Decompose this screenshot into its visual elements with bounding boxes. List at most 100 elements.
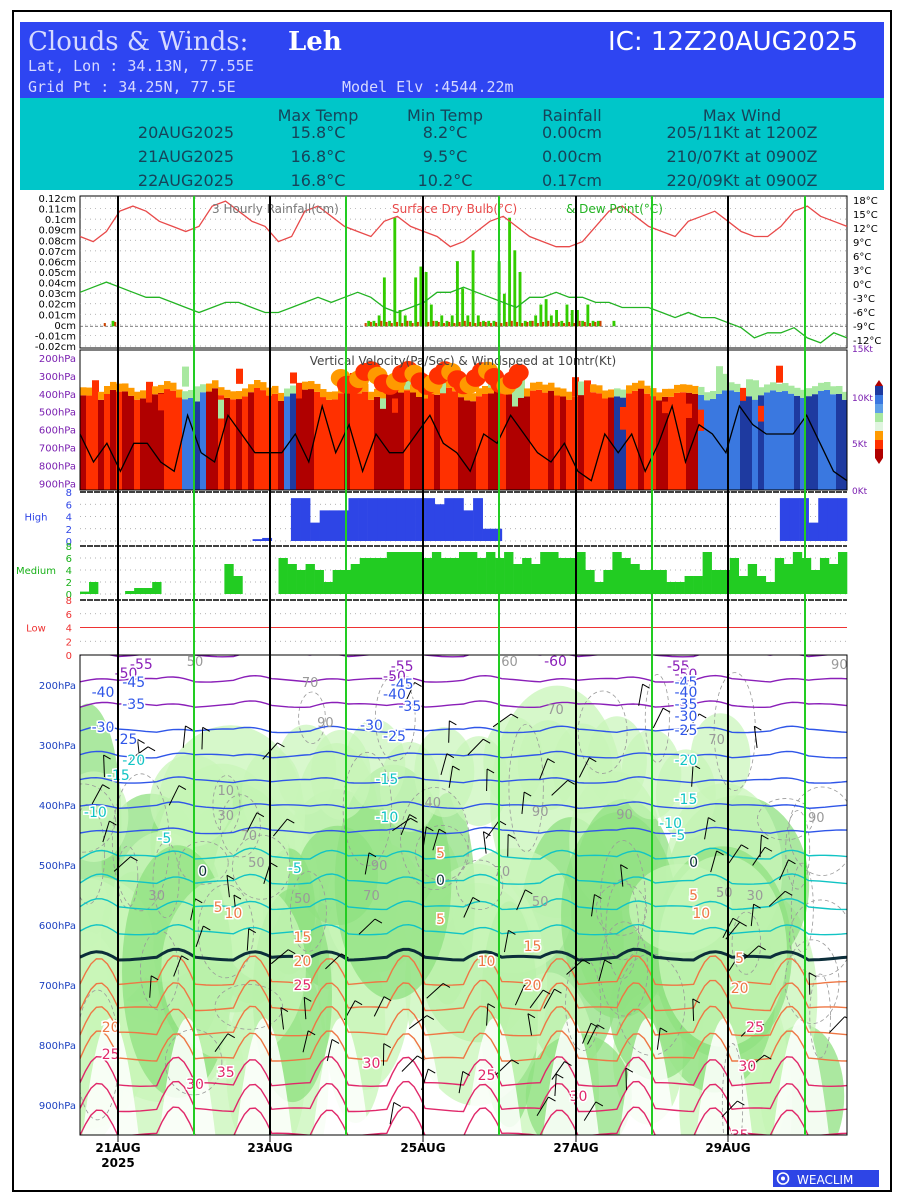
vv-cell-edge xyxy=(530,382,537,391)
cloud-bar xyxy=(827,498,838,541)
rain-secondary-bar xyxy=(401,323,404,327)
wind-barb-flag xyxy=(331,1039,340,1044)
vv-cell xyxy=(92,397,99,490)
weaclim-badge[interactable]: WEACLIM xyxy=(773,1170,879,1187)
wind-barb xyxy=(747,1054,765,1070)
cloud-bar xyxy=(224,564,234,594)
temp-tick-label: 15°C xyxy=(853,210,878,221)
wind-barb xyxy=(591,894,595,917)
rh-label: 90 xyxy=(532,805,549,820)
rain-bar xyxy=(565,304,569,327)
cloud-bar xyxy=(594,582,604,594)
isotherm xyxy=(80,674,847,683)
wind-barb-flag xyxy=(764,1054,772,1060)
wind-barb xyxy=(692,998,695,1021)
cloud-bar xyxy=(585,570,595,594)
cloud-bar xyxy=(338,510,349,541)
wind-barb xyxy=(583,1101,597,1121)
summary-max-wind: 220/09Kt at 0900Z xyxy=(667,171,818,190)
cloud-bar xyxy=(252,539,263,541)
temp-tick-label: 9°C xyxy=(853,238,871,249)
cloud-bar xyxy=(756,576,767,594)
isotherm-label: 35 xyxy=(217,1065,235,1081)
rh-fill-upper xyxy=(690,713,751,804)
vv-pressure-label: 300hPa xyxy=(39,372,76,383)
vv-blob xyxy=(620,406,627,430)
wind-barb-flag xyxy=(692,998,701,1004)
cloud-bar xyxy=(473,498,483,541)
vv-pressure-label: 700hPa xyxy=(39,444,76,455)
vv-cell-edge xyxy=(536,381,543,390)
isotherm-label: -35 xyxy=(398,699,421,715)
cloud-bar xyxy=(449,558,460,594)
gridpt-text: Grid Pt : 34.25N, 77.5E xyxy=(28,78,236,96)
rain-bar xyxy=(549,315,553,327)
isotherm xyxy=(80,898,847,911)
cloud-bar xyxy=(684,576,694,594)
vv-colorbar-cell xyxy=(875,431,883,440)
cloud-tick-label: 4 xyxy=(66,513,72,524)
vertical-velocity-panel: 200hPa 300hPa 400hPa 500hPa 600hPa 700hPa 800h… xyxy=(39,345,883,497)
vv-cell-edge xyxy=(284,388,291,397)
rh-label: 90 xyxy=(808,811,825,826)
rh-contour xyxy=(400,787,470,891)
x-tick-label: 21AUG xyxy=(95,1141,140,1155)
rain-secondary-bar xyxy=(432,320,435,327)
vv-cell-edge xyxy=(620,389,627,398)
rain-bar xyxy=(435,320,438,327)
cloud-bar xyxy=(603,570,613,594)
vv-cell-edge xyxy=(668,388,675,397)
summary-min-temp: 9.5°C xyxy=(423,147,468,166)
wind-barb-flag xyxy=(808,972,817,978)
vv-cell-edge xyxy=(590,384,597,393)
cloud-bar xyxy=(440,558,451,594)
wind-barb xyxy=(686,713,700,733)
wind-barb-flag xyxy=(844,1016,847,1019)
rain-secondary-bar xyxy=(552,323,555,327)
isotherm-label: -45 xyxy=(122,675,145,691)
summary-max-temp: 16.8°C xyxy=(291,171,346,190)
vv-cell-edge xyxy=(236,391,243,400)
rain-bar xyxy=(539,304,543,327)
cloud-bar xyxy=(310,522,320,541)
vv-cell-edge xyxy=(614,388,621,397)
isotherm xyxy=(80,923,847,936)
rain-secondary-bar xyxy=(380,320,383,327)
summary-rainfall: 0.00cm xyxy=(542,123,602,142)
cloud-bar xyxy=(531,564,541,594)
isotherm-label: -55 xyxy=(667,659,690,675)
vv-cell-edge xyxy=(548,382,555,391)
wind-barb-flag xyxy=(625,1067,634,1073)
rh-contour xyxy=(178,841,229,885)
vv-cell xyxy=(476,396,483,490)
cloud-bar xyxy=(377,498,388,541)
cloud-bar xyxy=(612,552,622,594)
vv-cell xyxy=(458,397,465,490)
vv-cell-edge xyxy=(746,388,753,397)
freezing-isotherm xyxy=(80,947,847,962)
cloud-bar xyxy=(738,576,749,594)
cloud-bar xyxy=(765,582,776,594)
vv-cell xyxy=(746,396,753,490)
vv-cell xyxy=(776,391,783,490)
vv-cell-edge xyxy=(194,386,201,395)
vv-cell-edge xyxy=(116,383,123,392)
wind-barb xyxy=(432,829,440,851)
cloud-bar xyxy=(396,498,407,541)
isotherm xyxy=(80,955,847,986)
rh-contour xyxy=(220,794,261,858)
vv-cell xyxy=(428,398,435,490)
wind-barb-flag xyxy=(642,683,650,689)
wind-barb xyxy=(373,996,385,1017)
vv-cell xyxy=(80,395,87,490)
isotherm-label: 0 xyxy=(198,864,207,880)
rain-secondary-bar xyxy=(594,321,597,327)
rain-bar xyxy=(523,320,527,327)
wind-barb-flag xyxy=(150,975,159,981)
wind-barb-flag xyxy=(341,953,349,959)
isotherm xyxy=(80,655,833,658)
isotherm-label: -25 xyxy=(115,732,138,748)
cloud-tick-label: 6 xyxy=(66,554,72,565)
vv-cell xyxy=(158,392,165,490)
vv-cell-edge xyxy=(470,393,477,402)
